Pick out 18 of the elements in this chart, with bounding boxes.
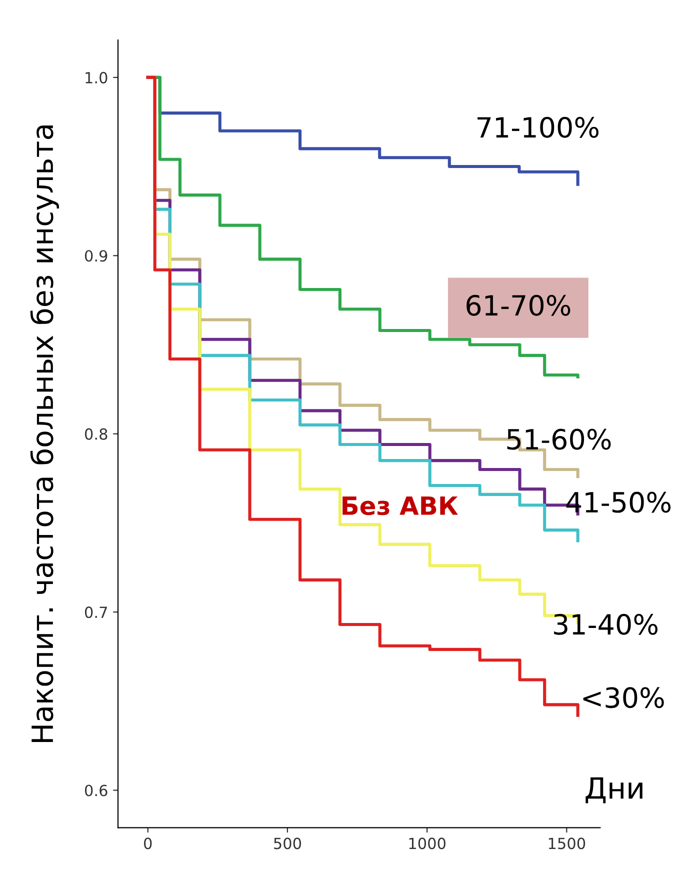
series-label: 51-60% [507,428,611,450]
x-tick-label: 1000 [409,838,446,850]
series-label: <30% [583,687,664,708]
x-tick-label: 1500 [548,838,586,850]
series-label: 41-50% [566,492,671,513]
y-tick-label: 0.9 [84,250,108,262]
y-tick-label: 0.8 [84,428,108,440]
series-label: 71-100% [478,116,599,138]
x-tick-label: 0 [144,838,152,850]
series-label: 61-70% [466,294,570,316]
y-tick-label: 1.0 [86,72,108,84]
x-tick-label: 500 [274,838,302,850]
series-label: 31-40% [554,614,658,635]
y-tick-label: 0.7 [84,606,107,618]
y-axis-title: Накопит. частота больных без инсульта [30,126,59,742]
x-axis-title: Дни [586,777,642,804]
annotation: Без АВК [342,496,458,516]
y-tick-label: 0.6 [84,784,108,796]
